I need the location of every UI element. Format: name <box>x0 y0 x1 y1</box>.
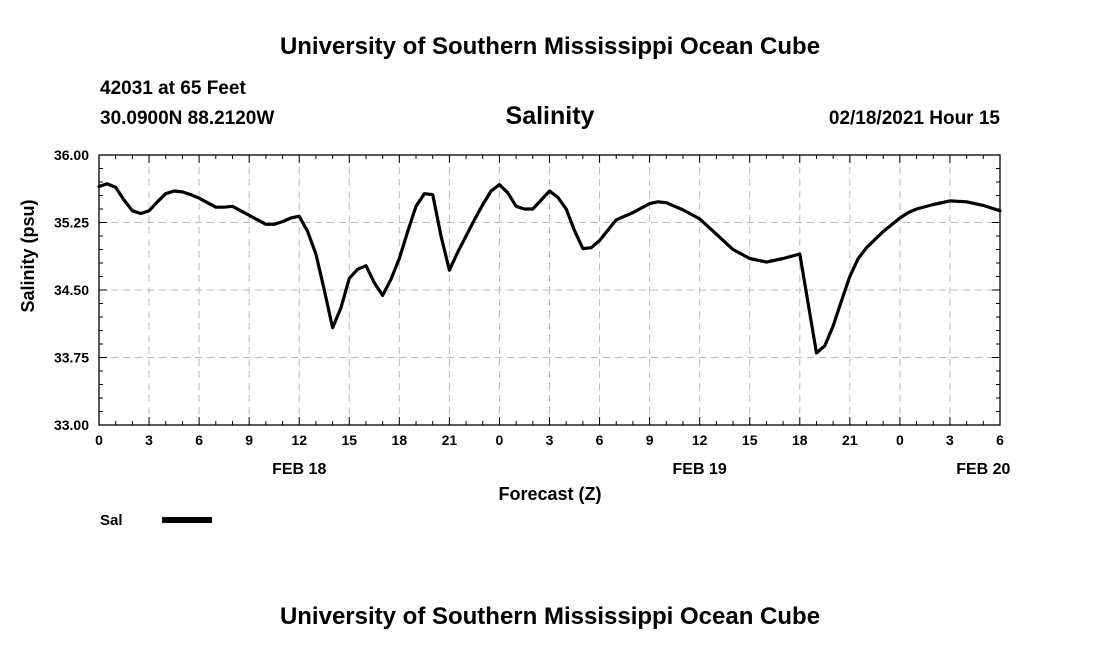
date-label: FEB 19 <box>673 461 727 478</box>
station-depth-label: 42031 at 65 Feet <box>100 78 246 99</box>
chart-subtitle: Salinity <box>506 102 595 130</box>
x-tick-label: 3 <box>946 432 954 448</box>
y-tick-label: 35.25 <box>54 215 89 231</box>
x-tick-label: 9 <box>245 432 253 448</box>
grid-lines <box>99 155 1000 425</box>
x-tick-label: 21 <box>442 432 458 448</box>
station-coordinates-label: 30.0900N 88.2120W <box>100 108 274 129</box>
x-tick-label: 15 <box>341 432 357 448</box>
date-label: FEB 20 <box>956 461 1010 478</box>
legend: Sal <box>100 512 212 529</box>
y-tick-label: 36.00 <box>54 147 89 163</box>
y-axis-title: Salinity (psu) <box>18 199 38 312</box>
chart-title: University of Southern Mississippi Ocean… <box>280 33 820 60</box>
legend-label: Sal <box>100 512 123 529</box>
date-label: FEB 18 <box>272 461 326 478</box>
y-tick-label: 34.50 <box>54 282 89 298</box>
y-tick-label: 33.00 <box>54 417 89 433</box>
x-tick-label: 0 <box>896 432 904 448</box>
x-tick-labels: 0 3 6 9 12 15 18 21 0 3 6 9 12 15 18 21 0 3 6 <box>95 432 1004 448</box>
y-tick-label: 33.75 <box>54 350 89 366</box>
x-tick-label: 0 <box>496 432 504 448</box>
x-tick-label: 3 <box>546 432 554 448</box>
footer-title: University of Southern Mississippi Ocean… <box>280 603 820 630</box>
x-tick-label: 6 <box>996 432 1004 448</box>
x-tick-label: 12 <box>692 432 708 448</box>
x-tick-label: 3 <box>145 432 153 448</box>
x-tick-label: 6 <box>195 432 203 448</box>
x-tick-label: 0 <box>95 432 103 448</box>
x-tick-label: 9 <box>646 432 654 448</box>
x-tick-label: 18 <box>392 432 408 448</box>
x-tick-label: 18 <box>792 432 808 448</box>
plot-frame <box>98 154 1001 426</box>
x-tick-label: 12 <box>291 432 307 448</box>
x-tick-label: 21 <box>842 432 858 448</box>
x-axis-title: Forecast (Z) <box>498 484 601 504</box>
salinity-series-line <box>97 182 1002 355</box>
y-tick-labels: 33.00 33.75 34.50 35.25 36.00 <box>54 147 89 433</box>
date-labels: FEB 18 FEB 19 FEB 20 <box>272 461 1010 478</box>
x-tick-label: 6 <box>596 432 604 448</box>
x-tick-label: 15 <box>742 432 758 448</box>
forecast-datetime-label: 02/18/2021 Hour 15 <box>829 108 1001 129</box>
